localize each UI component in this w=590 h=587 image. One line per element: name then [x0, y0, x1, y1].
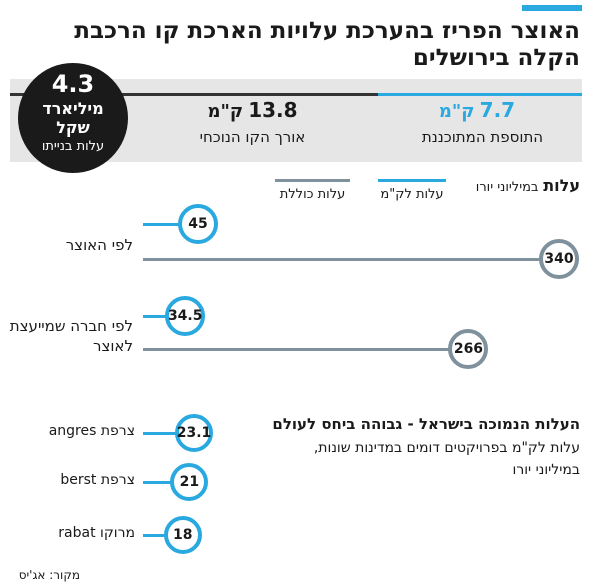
- consultant-per-km-bar: [143, 315, 186, 318]
- addition-line: [378, 93, 582, 96]
- world-category-label: berst צרפת: [5, 472, 135, 488]
- cost-unit-1: מיליארד: [42, 99, 104, 118]
- world-value-rabat: 18: [163, 516, 202, 554]
- world-country-label: צרפת: [100, 472, 135, 488]
- world-value-angres: 23.1: [175, 414, 213, 452]
- section2-subtitle-2: במיליוני יורו: [512, 462, 580, 478]
- category-label-treasury: לפי האוצר: [65, 236, 133, 254]
- world-category-label: angres צרפת: [5, 423, 135, 439]
- world-country-label: צרפת: [100, 423, 135, 439]
- page-title: האוצר הפריז בהערכת עלויות הארכת קו הרכבת…: [74, 18, 580, 71]
- world-bar-rabat: [143, 534, 183, 537]
- consultant-total-value: 266: [448, 329, 489, 369]
- cost-unit-2: שקל: [56, 118, 90, 137]
- current-line: [10, 93, 378, 96]
- cost-value: 4.3: [51, 70, 95, 98]
- world-bar-berst: [143, 481, 190, 484]
- category-label-consultant: לפי חברה שמייעצת לאוצר: [9, 317, 133, 355]
- world-bar-angres: [143, 432, 194, 435]
- world-project-label: angres: [48, 423, 97, 439]
- cost-label: עלות בנייתו: [41, 139, 105, 154]
- addition-value: 7.7 ק"מ: [438, 98, 516, 122]
- world-project-label: rabat: [58, 525, 96, 541]
- section1-subtitle: במיליוני יורו: [475, 180, 539, 195]
- world-value-berst: 21: [170, 463, 209, 501]
- consultant-per-km-value: 34.5: [165, 296, 206, 336]
- section1-header: עלות במיליוני יורו: [430, 176, 580, 195]
- legend-blue-label: עלות לק"מ: [380, 187, 444, 202]
- world-project-label: berst: [60, 472, 97, 488]
- consultant-total-bar: [143, 348, 469, 351]
- treasury-per-km-bar: [143, 223, 199, 226]
- current-value: 13.8 ק"מ: [207, 98, 298, 122]
- addition-label: התוספת המתוכננת: [421, 128, 544, 146]
- world-category-label: rabat מרוקו: [5, 525, 135, 541]
- cost-badge: 4.3 מיליארד שקל עלות בנייתו: [18, 63, 128, 173]
- legend-gray-label: עלות כוללת: [279, 187, 346, 202]
- section2-subtitle-1: עלות לק"מ בפרויקטים דומים במדינות שונות,: [313, 440, 580, 456]
- section2-title: העלות הנמוכה בישראל - גבוהה ביחס לעולם: [272, 415, 580, 433]
- treasury-total-value: 340: [539, 239, 579, 279]
- treasury-total-bar: [143, 258, 559, 261]
- source-note: מקור: אג'יס: [18, 568, 80, 582]
- current-label: אורך הקו הנוכחי: [199, 128, 306, 146]
- legend-blue-swatch: [378, 179, 446, 182]
- world-country-label: מרוקו: [100, 525, 135, 541]
- section1-title: עלות: [543, 176, 580, 195]
- accent-bar: [522, 5, 582, 11]
- legend-gray-swatch: [275, 179, 350, 182]
- treasury-per-km-value: 45: [178, 204, 219, 244]
